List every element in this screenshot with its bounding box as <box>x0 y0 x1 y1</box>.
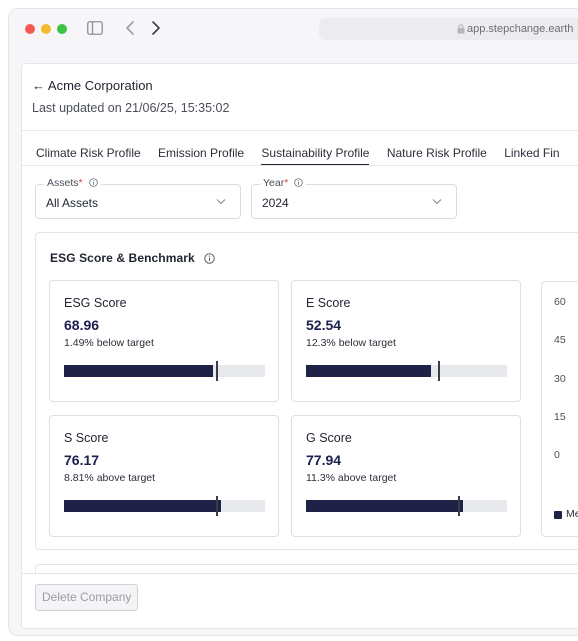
score-bar <box>64 361 265 381</box>
tabs-divider <box>22 165 578 166</box>
score-delta: 12.3% below target <box>306 337 396 349</box>
maximize-window-button[interactable] <box>57 24 67 34</box>
close-window-button[interactable] <box>25 24 35 34</box>
minimize-window-button[interactable] <box>41 24 51 34</box>
profile-tabs: Climate Risk Profile Emission Profile Su… <box>36 146 574 165</box>
s-score-card: S Score 76.17 8.81% above target <box>49 415 279 537</box>
y-tick-label: 15 <box>554 411 566 423</box>
legend-label: Me <box>566 508 578 520</box>
score-value: 52.54 <box>306 317 342 333</box>
info-icon[interactable] <box>88 178 98 187</box>
year-select[interactable]: Year* 2024 <box>251 177 457 219</box>
tab-linked-financials[interactable]: Linked Fin <box>504 146 560 160</box>
score-bar <box>64 496 265 516</box>
score-bar-fill <box>64 365 213 377</box>
score-name: E Score <box>306 296 351 310</box>
score-value: 76.17 <box>64 452 100 468</box>
y-tick-label: 30 <box>554 373 566 385</box>
page-footer: Delete Company <box>22 573 578 628</box>
legend-swatch <box>554 511 562 519</box>
year-label: Year* <box>260 177 307 189</box>
browser-forward-icon[interactable] <box>149 19 163 37</box>
score-value: 68.96 <box>64 317 100 333</box>
browser-back-icon[interactable] <box>123 19 137 37</box>
chevron-down-icon <box>216 199 226 205</box>
card-title: ESG Score & Benchmark <box>50 251 215 265</box>
assets-select[interactable]: Assets* All Assets <box>35 177 241 219</box>
tab-climate-risk-profile[interactable]: Climate Risk Profile <box>36 146 141 160</box>
assets-label: Assets* <box>44 177 101 189</box>
g-score-card: G Score 77.94 11.3% above target <box>291 415 521 537</box>
tab-nature-risk-profile[interactable]: Nature Risk Profile <box>386 146 487 160</box>
esg-score-benchmark-card: ESG Score & Benchmark ESG Score 68.96 1.… <box>35 232 578 550</box>
score-delta: 11.3% above target <box>306 472 397 484</box>
last-updated-text: Last updated on 21/06/25, 15:35:02 <box>32 101 230 115</box>
target-marker <box>457 496 460 516</box>
target-marker <box>215 496 218 516</box>
benchmark-chart: 60 45 30 15 0 Me <box>541 281 578 537</box>
info-icon[interactable] <box>294 178 304 187</box>
back-to-company-link[interactable]: ← Acme Corporation <box>32 78 153 93</box>
browser-window: app.stepchange.earth ← Acme Corporation … <box>8 8 578 636</box>
score-bar <box>306 496 507 516</box>
tab-emission-profile[interactable]: Emission Profile <box>158 146 245 160</box>
tab-sustainability-profile[interactable]: Sustainability Profile <box>261 146 370 165</box>
lock-icon <box>457 24 465 34</box>
esg-score-card: ESG Score 68.96 1.49% below target <box>49 280 279 402</box>
score-bar <box>306 361 507 381</box>
y-tick-label: 45 <box>554 334 566 346</box>
address-bar[interactable]: app.stepchange.earth <box>319 18 578 40</box>
url-text: app.stepchange.earth <box>467 23 574 35</box>
y-tick-label: 60 <box>554 296 566 308</box>
score-delta: 1.49% below target <box>64 337 154 349</box>
score-bar-fill <box>306 500 463 512</box>
header-divider <box>22 130 578 131</box>
score-name: ESG Score <box>64 296 127 310</box>
year-value: 2024 <box>262 196 289 210</box>
delete-company-button[interactable]: Delete Company <box>35 584 139 611</box>
browser-titlebar: app.stepchange.earth <box>9 9 578 51</box>
info-icon[interactable] <box>204 253 215 264</box>
target-marker <box>437 361 440 381</box>
y-tick-label: 0 <box>554 449 560 461</box>
e-score-card: E Score 52.54 12.3% below target <box>291 280 521 402</box>
score-value: 77.94 <box>306 452 342 468</box>
company-page: ← Acme Corporation Last updated on 21/06… <box>21 63 578 629</box>
assets-value: All Assets <box>46 196 99 210</box>
score-delta: 8.81% above target <box>64 472 156 484</box>
score-bar-fill <box>306 365 431 377</box>
score-name: G Score <box>306 431 352 445</box>
target-marker <box>215 361 218 381</box>
score-name: S Score <box>64 431 109 445</box>
chevron-down-icon <box>432 199 442 205</box>
page-header: ← Acme Corporation Last updated on 21/06… <box>32 78 229 115</box>
score-bar-fill <box>64 500 221 512</box>
sidebar-toggle-icon[interactable] <box>87 21 103 35</box>
